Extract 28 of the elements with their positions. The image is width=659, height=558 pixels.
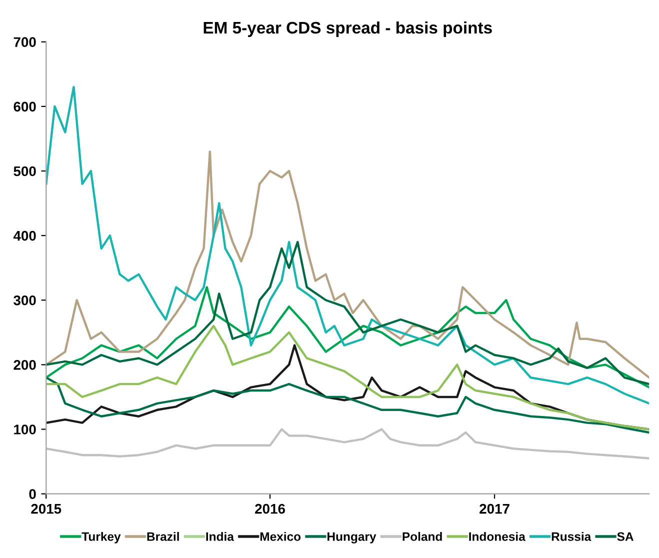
legend-label: Indonesia: [469, 532, 526, 541]
line-series: [46, 86, 650, 405]
y-tick-label: 600: [14, 102, 36, 112]
line-series: [46, 240, 650, 386]
y-tick-label: 400: [13, 230, 36, 241]
legend-label: SA: [617, 532, 634, 541]
y-tick-label: 500: [14, 166, 36, 176]
chart-title: EM 5-year CDS spread - basis points: [204, 21, 492, 37]
legend-label: Turkey: [82, 532, 121, 544]
legend-label: India: [206, 532, 234, 541]
legend-label: Hungary: [328, 532, 376, 544]
line-series: [46, 286, 650, 388]
line-series: [46, 428, 650, 460]
line-series: [46, 150, 650, 379]
y-tick-label: 300: [14, 295, 36, 306]
legend-label: Poland: [402, 532, 442, 541]
x-tick-label: 2015: [31, 504, 62, 514]
x-tick-label: 2016: [255, 504, 285, 514]
legend-label: Mexico: [260, 532, 301, 541]
legend-label: Brazil: [147, 532, 179, 541]
y-tick-label: 100: [14, 424, 36, 434]
x-tick-label: 2017: [480, 504, 510, 514]
y-tick-label: 700: [14, 37, 36, 48]
line-series: [46, 376, 650, 434]
y-tick-label: 0: [29, 489, 36, 499]
y-tick-label: 200: [14, 360, 36, 370]
line-series: [46, 324, 650, 430]
legend-label: Russia: [552, 532, 592, 541]
